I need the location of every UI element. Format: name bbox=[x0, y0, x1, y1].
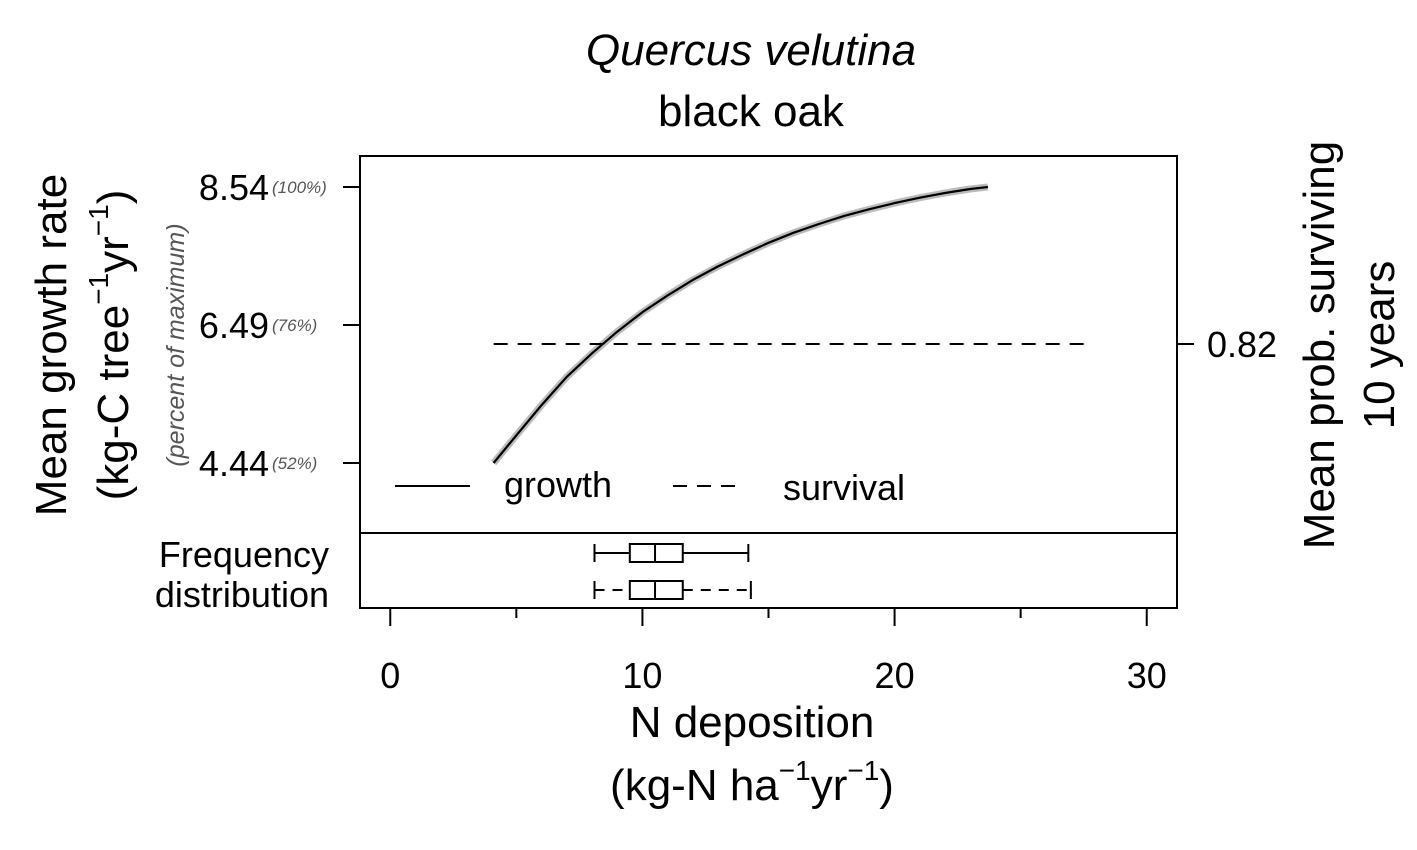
y-left-axis-label: Mean growth rate bbox=[27, 174, 76, 516]
frequency-panel-frame bbox=[359, 532, 1178, 609]
y-left-tick-pct-0: (100%) bbox=[272, 178, 327, 197]
frequency-label-line2: distribution bbox=[155, 574, 329, 615]
y-right-tick-label-0: 0.82 bbox=[1207, 324, 1277, 365]
y-left-tick-label-0: 8.54 bbox=[199, 167, 269, 208]
y-left-tick-pct-1: (76%) bbox=[272, 316, 317, 335]
y-left-tick-label-2: 4.44 bbox=[199, 443, 269, 484]
x-tick-label-0: 0 bbox=[380, 655, 400, 696]
legend: growth survival bbox=[395, 464, 905, 508]
y-left-tick-label-1: 6.49 bbox=[199, 305, 269, 346]
boxplot-0-box bbox=[628, 543, 684, 563]
x-tick-label-2: 20 bbox=[875, 655, 915, 696]
boxplot-1-box bbox=[628, 580, 684, 600]
series-layer bbox=[490, 183, 1084, 466]
y-left-axis-note: (percent of maximum) bbox=[162, 223, 190, 466]
series-growth-band bbox=[490, 183, 989, 466]
legend-survival-label: survival bbox=[783, 467, 905, 508]
y-left-axis: 8.54 (100%) 6.49 (76%) 4.44 (52%) bbox=[199, 167, 360, 484]
legend-growth-label: growth bbox=[504, 464, 612, 505]
x-tick-label-3: 30 bbox=[1127, 655, 1167, 696]
frequency-label-line1: Frequency bbox=[159, 534, 329, 575]
x-axis-label: N deposition bbox=[630, 698, 875, 747]
boxplot-layer bbox=[593, 543, 752, 600]
y-right-axis: 0.82 bbox=[1177, 324, 1277, 365]
y-left-axis-unit: (kg-C tree−1yr−1) bbox=[83, 190, 138, 501]
chart-title: Quercus velutina bbox=[586, 26, 916, 75]
series-growth-line bbox=[492, 185, 989, 464]
x-axis: 0 10 20 30 bbox=[380, 607, 1167, 696]
y-right-axis-label-line1: Mean prob. surviving bbox=[1295, 141, 1344, 549]
y-left-tick-pct-2: (52%) bbox=[272, 454, 317, 473]
x-axis-unit: (kg-N ha−1yr−1) bbox=[610, 755, 894, 810]
y-right-axis-label-line2: 10 years bbox=[1355, 261, 1404, 430]
x-tick-label-1: 10 bbox=[622, 655, 662, 696]
chart-subtitle: black oak bbox=[658, 87, 845, 136]
